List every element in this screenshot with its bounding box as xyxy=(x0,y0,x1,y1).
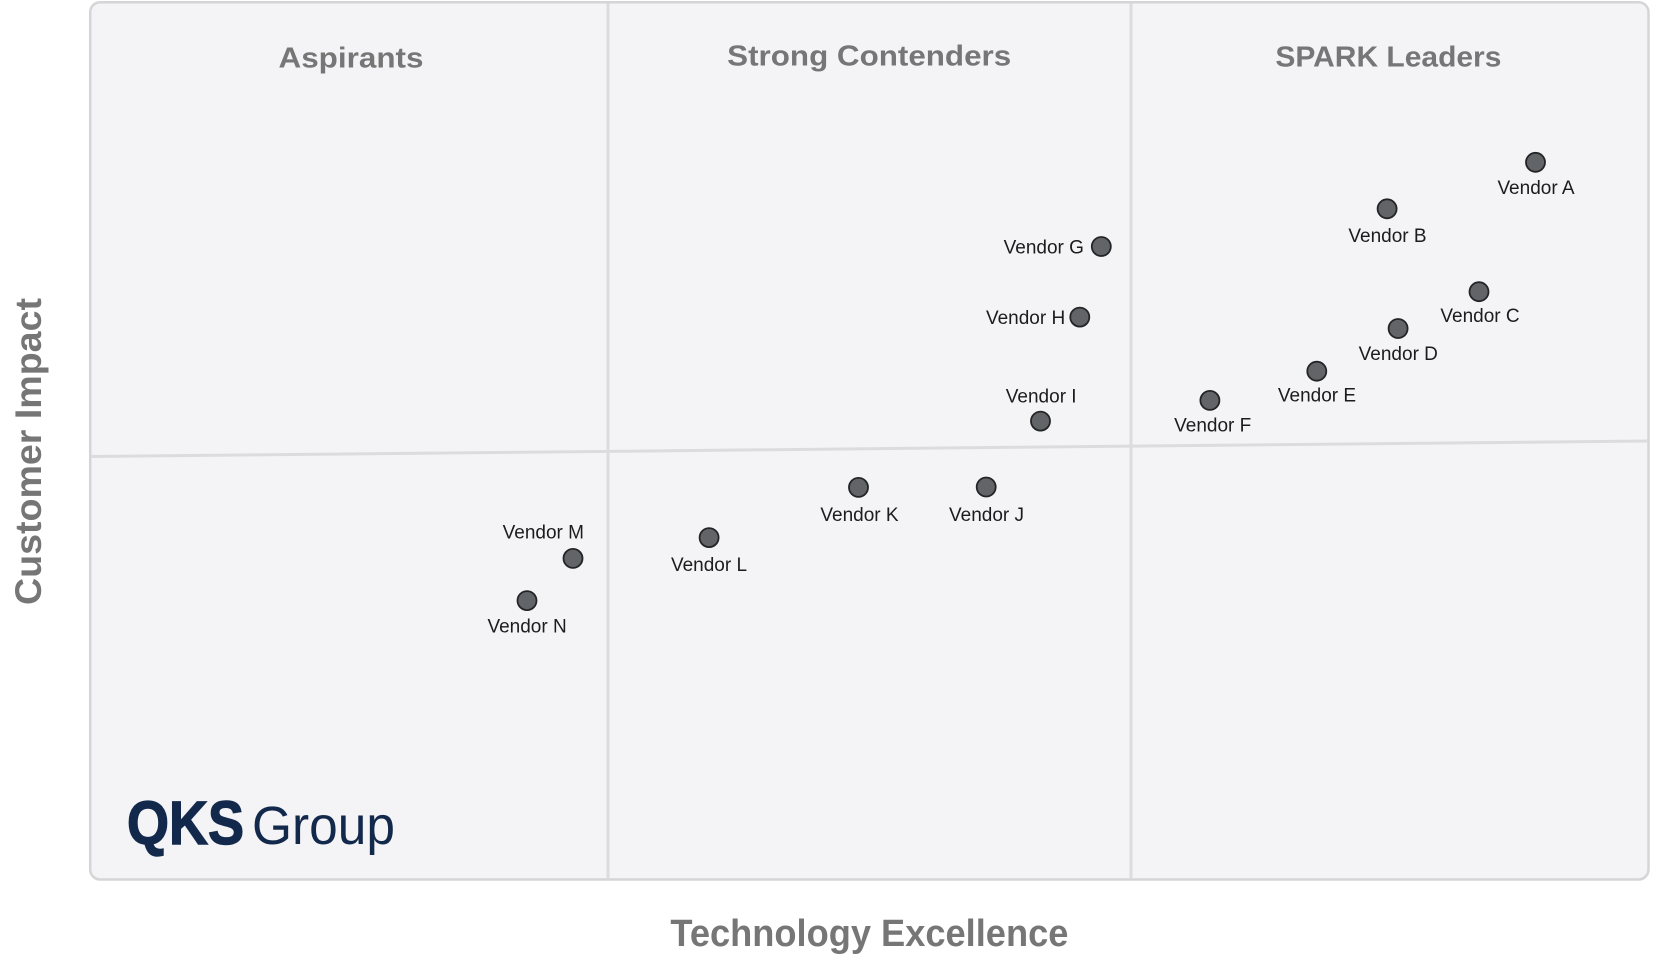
svg-text:Vendor G: Vendor G xyxy=(1004,237,1084,258)
svg-text:QKS: QKS xyxy=(127,789,244,857)
svg-text:Vendor E: Vendor E xyxy=(1278,386,1356,407)
svg-text:Customer Impact: Customer Impact xyxy=(8,298,49,605)
svg-text:Vendor L: Vendor L xyxy=(671,555,747,576)
svg-text:SPARK Leaders: SPARK Leaders xyxy=(1275,42,1501,74)
svg-text:Vendor H: Vendor H xyxy=(986,308,1065,329)
svg-text:Vendor N: Vendor N xyxy=(487,617,566,638)
svg-text:Technology Excellence: Technology Excellence xyxy=(670,913,1068,955)
svg-text:Vendor F: Vendor F xyxy=(1174,415,1251,436)
svg-text:Vendor D: Vendor D xyxy=(1359,344,1438,365)
svg-text:Vendor I: Vendor I xyxy=(1006,387,1077,408)
svg-text:Vendor C: Vendor C xyxy=(1440,306,1519,327)
svg-text:Vendor B: Vendor B xyxy=(1348,226,1426,247)
svg-text:Vendor M: Vendor M xyxy=(503,523,584,544)
svg-text:Vendor A: Vendor A xyxy=(1497,178,1574,199)
svg-text:Vendor J: Vendor J xyxy=(949,505,1024,526)
svg-text:Vendor K: Vendor K xyxy=(820,505,898,526)
svg-text:Group: Group xyxy=(252,796,395,856)
svg-text:Strong Contenders: Strong Contenders xyxy=(727,41,1011,73)
svg-text:Aspirants: Aspirants xyxy=(279,43,424,75)
